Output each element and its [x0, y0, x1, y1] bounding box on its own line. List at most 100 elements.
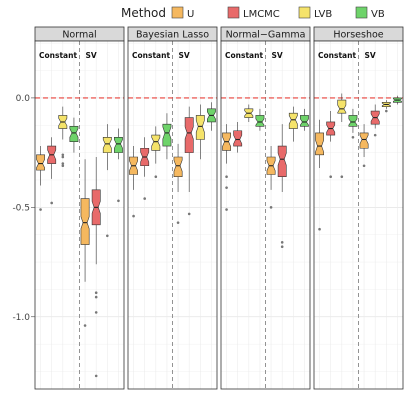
- outlier-point: [362, 164, 366, 168]
- panel-border: [313, 40, 404, 390]
- box-sv-u: [173, 143, 183, 224]
- box-body: [151, 134, 161, 151]
- box-constant-vb: [348, 108, 358, 139]
- outlier-point: [318, 227, 321, 231]
- legend-label-vb: VB: [371, 9, 385, 20]
- panel-border: [127, 40, 218, 390]
- box-constant-vb: [162, 113, 172, 160]
- box-body: [195, 115, 205, 140]
- box-body: [184, 117, 194, 153]
- outlier-point: [373, 133, 377, 137]
- box-body: [315, 132, 324, 156]
- legend-label-lmcmc: LMCMC: [243, 9, 280, 20]
- box-sv-lmcmc: [277, 124, 287, 249]
- outlier-point: [340, 175, 344, 178]
- panel-strip-label: Bayesian Lasso: [136, 30, 209, 41]
- box-sv-vb: [300, 108, 309, 131]
- group-label-sv: SV: [86, 51, 97, 60]
- box-body: [359, 132, 369, 149]
- group-label-constant: Constant: [132, 51, 170, 60]
- box-constant-lmcmc: [47, 137, 57, 205]
- box-body: [337, 99, 347, 114]
- outlier-point: [39, 208, 42, 211]
- y-tick-label: -1.0: [12, 313, 30, 323]
- panel-strip-label: Normal: [62, 30, 96, 41]
- outlier-point: [106, 234, 109, 238]
- legend-item-u: U: [171, 6, 194, 20]
- box-constant-lvb: [244, 104, 254, 122]
- outlier-point: [280, 241, 284, 244]
- box-body: [233, 130, 243, 147]
- box-body: [277, 145, 287, 177]
- panel-horseshoe: Horseshoe Constant SV: [313, 26, 404, 390]
- outlier-point: [225, 208, 228, 211]
- facet-panels: Normal Constant SV Bayesian Lasso Constant SV…: [34, 26, 404, 390]
- legend-key-u: [171, 6, 184, 19]
- box-constant-lvb: [337, 93, 347, 178]
- box-sv-lvb: [381, 100, 391, 113]
- box-body: [300, 115, 309, 127]
- outlier-point: [94, 311, 98, 314]
- box-constant-lmcmc: [326, 111, 336, 178]
- box-body: [288, 112, 298, 129]
- panel-normal: Normal Constant SV: [34, 26, 125, 390]
- outlier-point: [61, 153, 65, 157]
- legend-label-lvb: LVB: [314, 9, 332, 20]
- box-constant-lvb: [151, 126, 161, 178]
- legend-item-lmcmc: LMCMC: [227, 6, 280, 20]
- outlier-point: [269, 206, 273, 209]
- box-constant-vb: [69, 117, 79, 153]
- box-sv-vb: [393, 95, 402, 105]
- panel-border: [220, 40, 311, 390]
- box-sv-lvb: [102, 124, 112, 238]
- legend-label-u: U: [187, 9, 194, 20]
- box-body: [255, 115, 265, 127]
- outlier-point: [132, 214, 135, 218]
- y-axis: 0.0 -0.5 -1.0: [12, 94, 35, 323]
- box-body: [348, 115, 358, 127]
- outlier-point: [143, 197, 146, 200]
- outlier-point: [61, 164, 65, 168]
- group-label-sv: SV: [272, 51, 283, 60]
- outlier-point: [187, 212, 191, 216]
- box-sv-u: [359, 124, 369, 168]
- box-body: [162, 123, 172, 147]
- outlier-point: [176, 221, 180, 224]
- box-sv-lvb: [195, 104, 205, 160]
- outlier-point: [154, 175, 158, 178]
- box-sv-u: [80, 159, 90, 327]
- group-label-constant: Constant: [318, 51, 356, 60]
- box-body: [80, 198, 90, 245]
- group-label-sv: SV: [179, 51, 190, 60]
- box-constant-lvb: [58, 106, 68, 168]
- box-sv-lmcmc: [91, 157, 101, 378]
- outlier-point: [50, 201, 53, 205]
- group-label-constant: Constant: [225, 51, 263, 60]
- panel-strip-label: Normal−Gamma: [226, 30, 306, 41]
- outlier-point: [94, 291, 98, 294]
- legend-key-vb: [355, 6, 368, 19]
- legend: Method U LMCMC LVB VB: [121, 6, 385, 20]
- group-label-constant: Constant: [39, 51, 77, 60]
- outlier-point: [351, 136, 355, 139]
- box-body: [114, 137, 123, 153]
- box-constant-u: [222, 124, 231, 211]
- box-constant-u: [36, 146, 45, 211]
- outlier-point: [61, 162, 65, 165]
- legend-title: Method: [121, 6, 166, 20]
- outlier-point: [61, 155, 65, 159]
- box-constant-lmcmc: [233, 121, 243, 153]
- outlier-point: [225, 175, 228, 178]
- box-body: [69, 126, 79, 142]
- legend-item-vb: VB: [355, 6, 385, 20]
- box-sv-u: [266, 146, 276, 209]
- box-sv-lmcmc: [184, 106, 194, 216]
- box-constant-vb: [255, 108, 265, 131]
- legend-key-lmcmc: [227, 6, 240, 19]
- legend-item-lvb: LVB: [298, 6, 332, 20]
- outlier-point: [385, 109, 388, 113]
- panel-bayesian-lasso: Bayesian Lasso Constant SV: [127, 26, 218, 390]
- outlier-point: [280, 245, 284, 249]
- outlier-point: [225, 186, 228, 189]
